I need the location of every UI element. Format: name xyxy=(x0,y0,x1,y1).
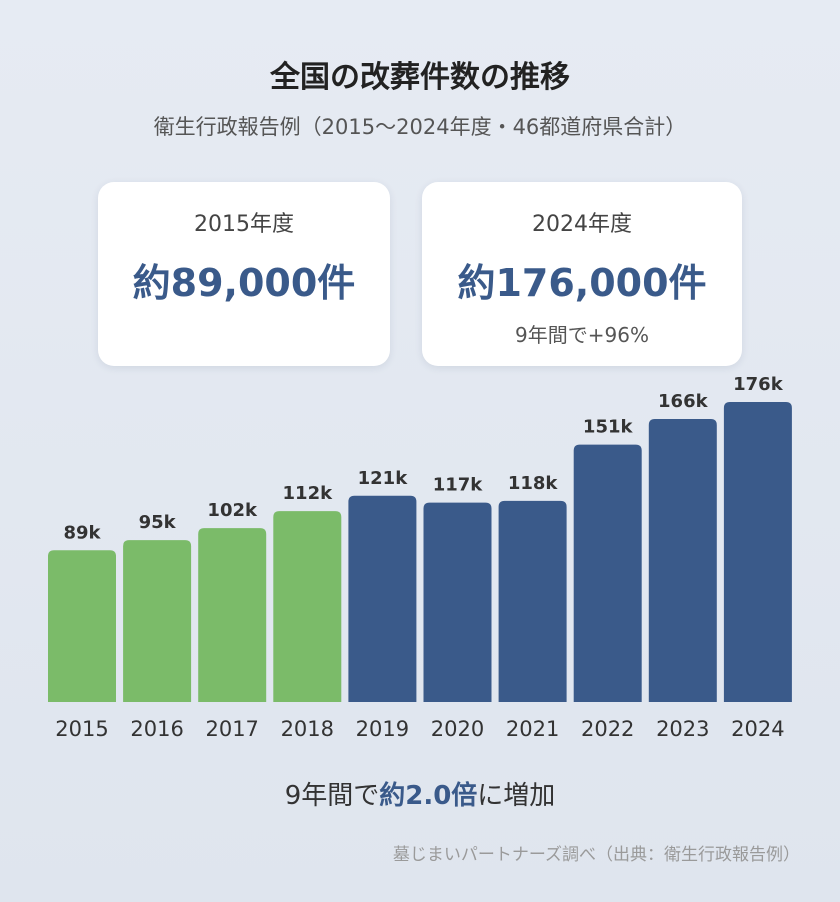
data-label-2022: 151k xyxy=(583,417,634,438)
chart-subtitle: 衛生行政報告例（2015〜2024年度・46都道府県合計） xyxy=(153,115,687,139)
summary-suffix: に増加 xyxy=(477,781,556,811)
bar-2019 xyxy=(348,495,417,702)
card-2015-value: 約89,000件 xyxy=(132,261,356,305)
data-label-2016: 95k xyxy=(139,512,177,533)
chart-title: 全国の改葬件数の推移 xyxy=(270,60,570,95)
data-label-2017: 102k xyxy=(207,500,258,521)
bar-2015 xyxy=(48,550,116,702)
summary-emphasis: 約2.0倍 xyxy=(379,781,478,811)
bar-2020 xyxy=(423,502,492,702)
bar-2016 xyxy=(123,540,192,702)
data-label-2023: 166k xyxy=(658,391,709,412)
data-label-2021: 118k xyxy=(508,473,559,494)
bar-2024 xyxy=(723,402,792,702)
x-tick-2021: 2021 xyxy=(506,717,559,741)
bar-chart: 89k 2015 95k 2016 102k 2017 112k 2018 121k 2019 11… xyxy=(48,374,792,741)
x-tick-2023: 2023 xyxy=(656,717,709,741)
bar-2021 xyxy=(498,500,567,702)
card-2015: 2015年度 約89,000件 xyxy=(98,182,390,366)
bar-2018 xyxy=(273,511,342,702)
card-2024-value: 約176,000件 xyxy=(457,261,707,305)
x-tick-2015: 2015 xyxy=(55,717,108,741)
summary-text: 9年間で約2.0倍に増加 xyxy=(0,775,840,812)
data-label-2018: 112k xyxy=(283,483,334,504)
summary-prefix: 9年間で xyxy=(284,781,380,811)
data-label-2019: 121k xyxy=(358,468,409,489)
x-tick-2018: 2018 xyxy=(281,717,334,741)
card-2024-year: 2024年度 xyxy=(532,212,632,237)
source-note: 墓じまいパートナーズ調べ（出典：衛生行政報告例） xyxy=(392,845,800,865)
bar-2023 xyxy=(648,419,717,702)
data-label-2024: 176k xyxy=(733,374,784,395)
data-label-2015: 89k xyxy=(63,522,101,543)
card-2024: 2024年度 約176,000件 9年間で+96% xyxy=(422,182,742,366)
x-tick-2020: 2020 xyxy=(431,717,484,741)
data-label-2020: 117k xyxy=(433,475,484,496)
bar-2022 xyxy=(573,444,642,702)
card-2024-growth-note: 9年間で+96% xyxy=(515,323,649,347)
x-tick-2016: 2016 xyxy=(130,717,183,741)
x-tick-2017: 2017 xyxy=(205,717,258,741)
x-tick-2022: 2022 xyxy=(581,717,634,741)
x-tick-2024: 2024 xyxy=(731,717,784,741)
bar-2017 xyxy=(198,528,267,702)
x-tick-2019: 2019 xyxy=(356,717,409,741)
card-2015-year: 2015年度 xyxy=(194,212,294,237)
